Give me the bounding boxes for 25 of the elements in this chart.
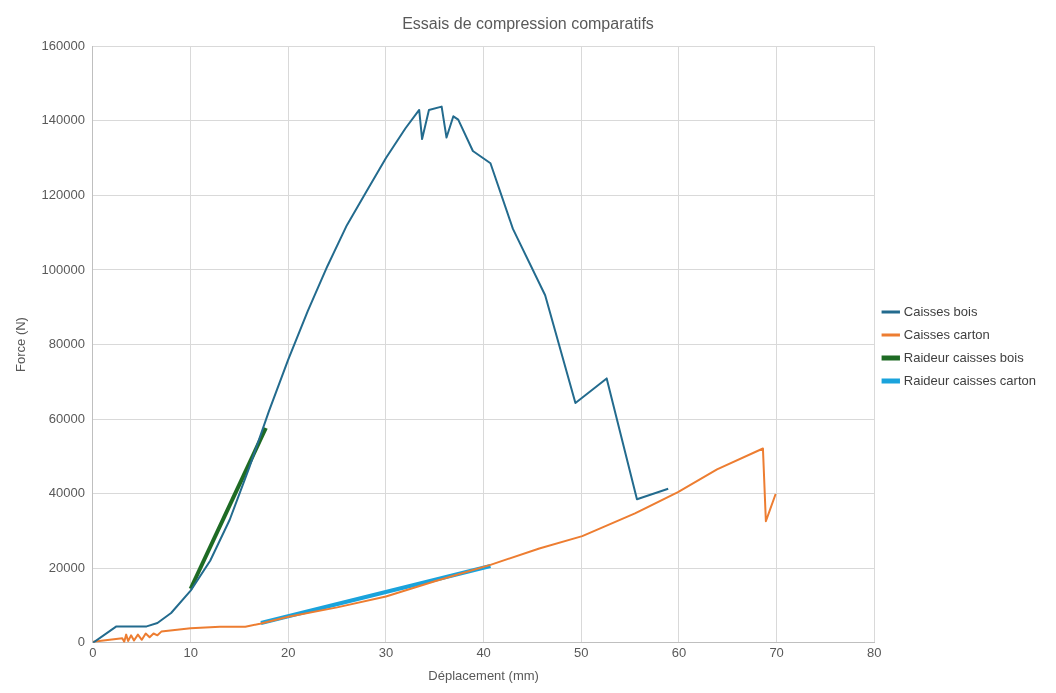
y-tick-label: 140000 — [41, 112, 85, 128]
x-tick-label: 20 — [281, 645, 296, 661]
y-tick-label: 0 — [77, 634, 85, 650]
legend-label: Caisses bois — [903, 303, 978, 319]
legend-label: Raideur caisses carton — [903, 372, 1037, 388]
y-tick-label: 40000 — [48, 485, 85, 501]
y-axis-title: Force (N) — [13, 317, 29, 372]
x-tick-label: 10 — [183, 645, 198, 661]
x-tick-label: 50 — [574, 645, 589, 661]
x-tick-label: 40 — [476, 645, 491, 661]
y-tick-label: 160000 — [41, 37, 85, 53]
y-tick-label: 20000 — [48, 559, 85, 575]
legend-label: Raideur caisses bois — [903, 349, 1025, 365]
x-tick-label: 70 — [769, 645, 784, 661]
x-tick-label: 80 — [867, 645, 882, 661]
y-tick-label: 80000 — [48, 336, 85, 352]
x-tick-label: 0 — [89, 645, 97, 661]
legend-label: Caisses carton — [903, 326, 990, 342]
chart-title: Essais de compression comparatifs — [402, 15, 654, 33]
x-axis-title: Déplacement (mm) — [428, 667, 539, 683]
y-tick-label: 120000 — [41, 186, 85, 202]
y-tick-label: 60000 — [48, 410, 85, 426]
x-tick-label: 60 — [671, 645, 687, 661]
x-tick-label: 30 — [378, 645, 394, 661]
y-tick-label: 100000 — [41, 261, 85, 277]
